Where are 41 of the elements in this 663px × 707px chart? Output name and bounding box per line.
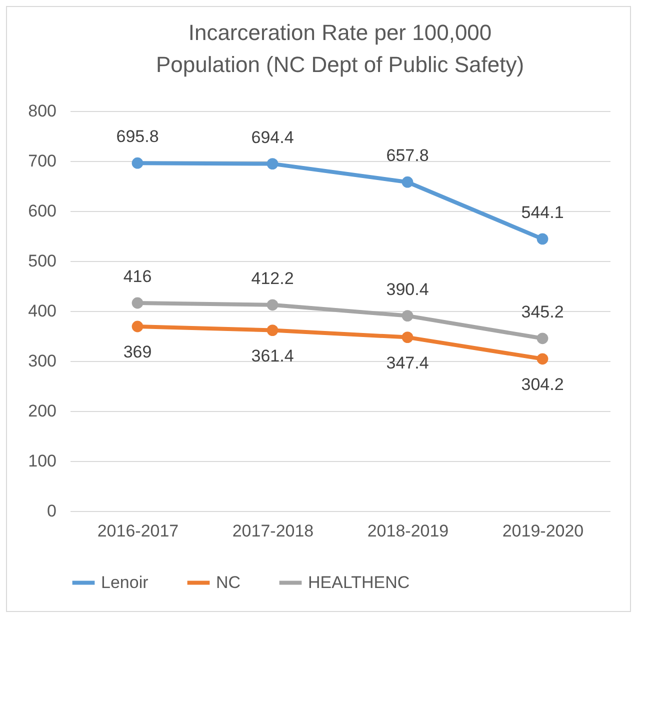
point: [132, 297, 144, 309]
data-label: 369: [123, 342, 152, 362]
data-label: 347.4: [386, 353, 429, 372]
data-label: 345.2: [521, 302, 564, 322]
y-tick-label: 200: [28, 402, 56, 420]
data-label: 390.4: [386, 280, 429, 299]
data-label: 657.8: [386, 146, 429, 166]
x-tick-label: 2017-2018: [232, 522, 314, 540]
point: [266, 299, 278, 311]
y-tick-label: 600: [28, 202, 56, 220]
point: [266, 324, 278, 336]
x-tick-label: 2018-2019: [367, 522, 449, 540]
y-tick-label: 400: [28, 302, 56, 320]
data-label: 361.4: [251, 346, 294, 366]
y-tick-label: 700: [28, 152, 56, 170]
point: [132, 320, 144, 332]
point: [536, 353, 548, 365]
point: [266, 158, 278, 170]
point: [402, 310, 414, 322]
point: [536, 233, 548, 245]
y-tick-label: 800: [28, 102, 56, 120]
data-label: 695.8: [116, 127, 159, 146]
data-label: 304.2: [521, 374, 564, 394]
x-tick-label: 2019-2020: [502, 522, 584, 540]
y-tick-label: 500: [28, 252, 56, 270]
data-label: 412.2: [251, 268, 294, 288]
legend-label: NC: [216, 572, 241, 592]
point: [132, 157, 144, 169]
x-tick-label: 2016-2017: [97, 522, 179, 540]
point: [402, 176, 414, 188]
data-label: 416: [123, 267, 152, 286]
legend-label: HEALTHENC: [308, 572, 410, 592]
y-tick-label: 100: [28, 452, 56, 470]
y-tick-label: 300: [28, 352, 56, 370]
point: [402, 332, 414, 343]
legend-label: Lenoir: [101, 572, 149, 592]
data-label: 694.4: [251, 128, 294, 147]
point: [536, 332, 548, 344]
y-tick-label: 0: [47, 502, 56, 520]
data-label: 544.1: [521, 202, 564, 222]
chart-title: Incarceration Rate per 100,000 Population (NC Dept of Public Safety): [156, 20, 524, 77]
